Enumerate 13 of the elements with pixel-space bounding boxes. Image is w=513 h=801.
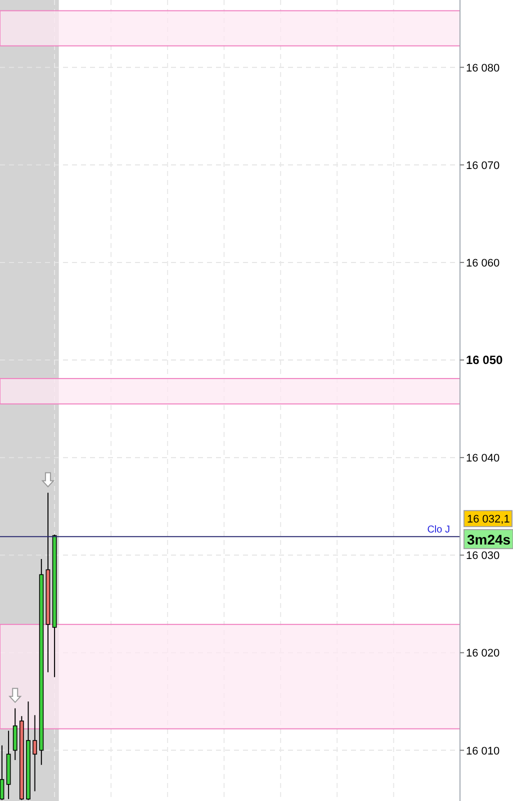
text: 3m24s	[467, 532, 511, 548]
y-tick-label: 16 020	[466, 648, 500, 660]
y-tick-label: 16 030	[466, 550, 500, 562]
text: 16 032,1	[467, 514, 510, 526]
y-tick-label: 16 080	[466, 62, 500, 74]
y-tick-label: 16 040	[466, 452, 500, 465]
y-tick-label: 16 010	[466, 745, 500, 758]
candlestick	[32, 714, 38, 792]
y-tick-label: 16 070	[466, 160, 500, 172]
candlestick	[0, 744, 4, 801]
y-tick-label: 16 060	[466, 257, 500, 270]
ref-line-label: Clo J	[427, 524, 450, 536]
y-tick-label: 16 050	[466, 353, 504, 368]
